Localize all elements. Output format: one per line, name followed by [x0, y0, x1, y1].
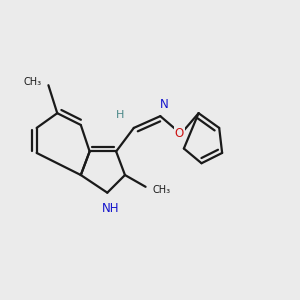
Text: CH₃: CH₃	[153, 185, 171, 195]
Text: H: H	[116, 110, 125, 120]
Text: NH: NH	[101, 202, 119, 215]
Text: N: N	[160, 98, 169, 111]
Text: CH₃: CH₃	[23, 77, 41, 87]
Text: O: O	[175, 127, 184, 140]
